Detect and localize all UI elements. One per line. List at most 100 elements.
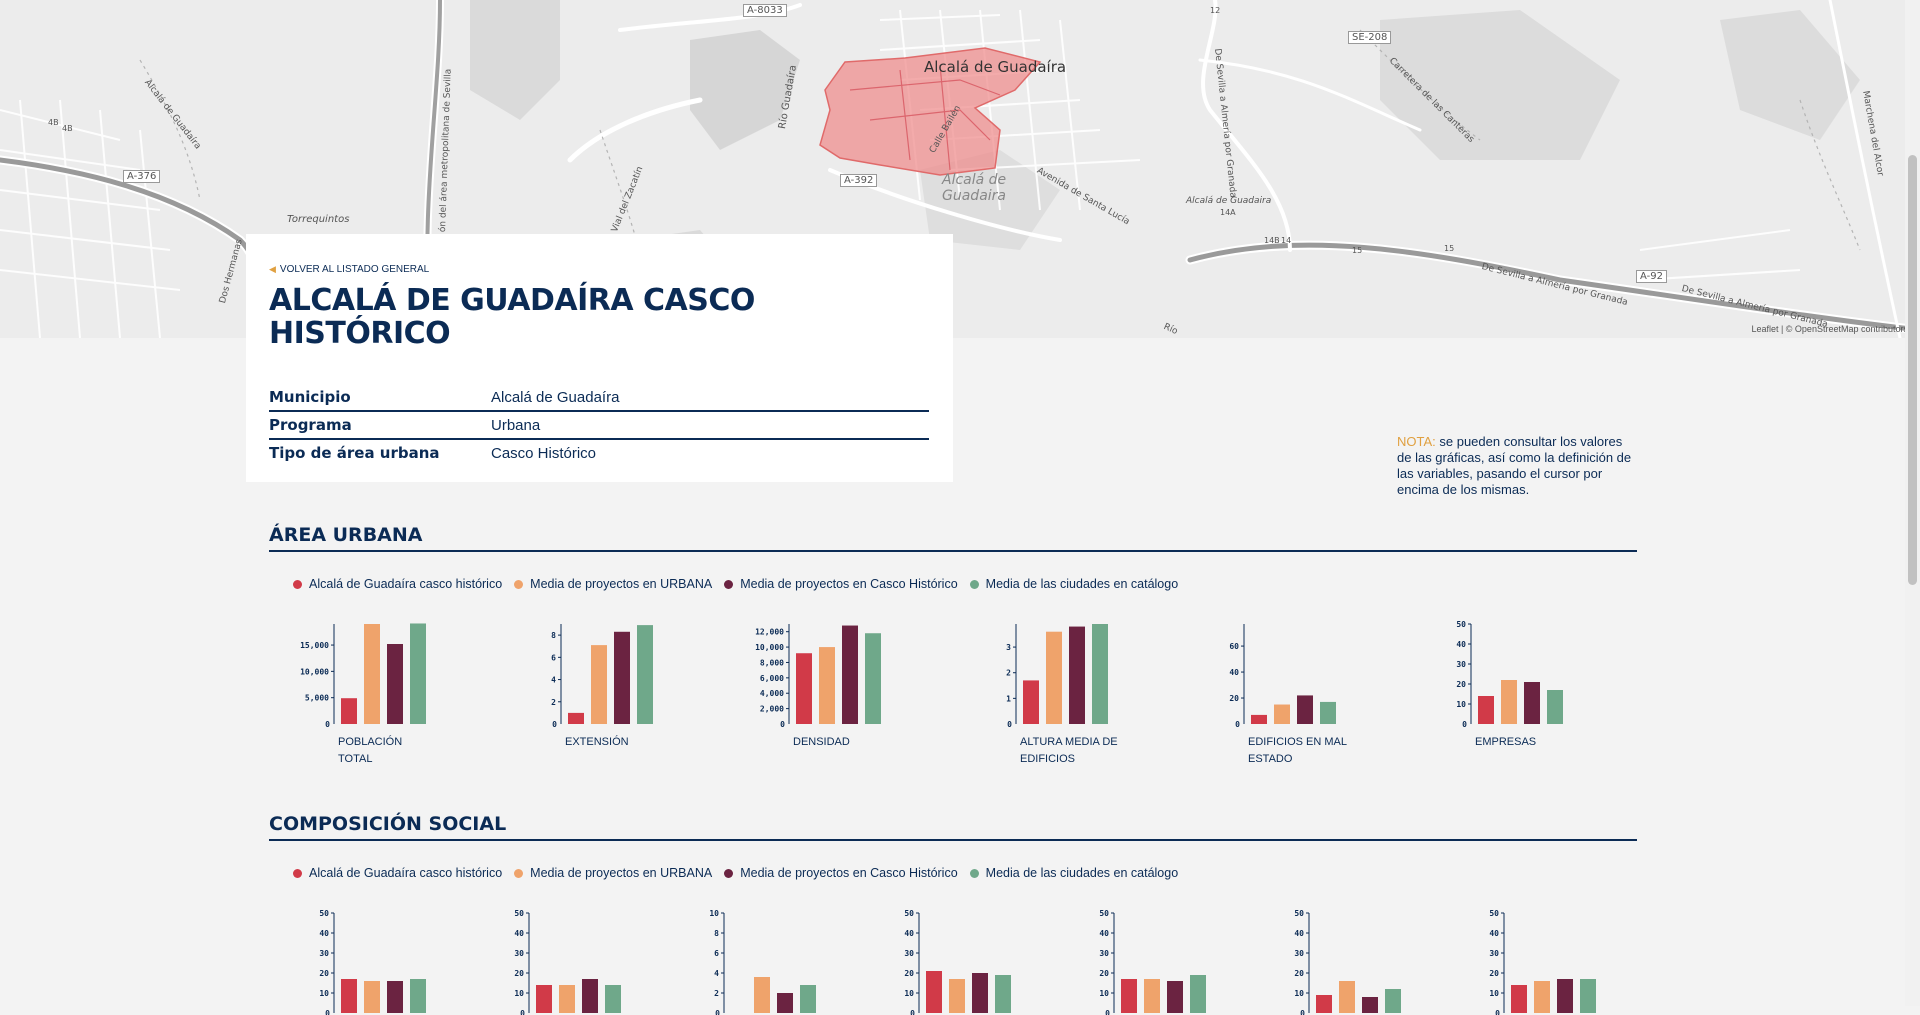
- chart-bar[interactable]: [1534, 981, 1550, 1013]
- bar-chart-svg[interactable]: 0 2 4 6 8: [517, 624, 653, 729]
- chart-social-5[interactable]: 0 10 20 30 40 50: [1070, 909, 1206, 1015]
- chart-bar[interactable]: [1339, 981, 1355, 1013]
- chart-edificios-mal-estado[interactable]: 0 20 40 60 EDIFICIOS EN MAL ESTADO: [1200, 624, 1348, 768]
- scrollbar[interactable]: [1905, 0, 1920, 1006]
- chart-bar[interactable]: [1023, 680, 1039, 724]
- bar-chart-svg[interactable]: 0 20 40 60: [1200, 624, 1336, 729]
- chart-bar[interactable]: [865, 633, 881, 724]
- chart-social-2[interactable]: 0 10 20 30 40 50: [485, 909, 621, 1015]
- chart-bar[interactable]: [1046, 631, 1062, 724]
- chart-bar[interactable]: [341, 698, 357, 724]
- legend-item[interactable]: Media de las ciudades en catálogo: [969, 866, 1178, 880]
- map-canvas[interactable]: [0, 0, 1920, 338]
- chart-bar[interactable]: [1478, 696, 1494, 724]
- bar-chart-svg[interactable]: 0 10 20 30 40 50: [1460, 909, 1596, 1015]
- y-tick-label: 0: [910, 1009, 915, 1015]
- chart-social-1[interactable]: 0 10 20 30 40 50: [290, 909, 426, 1015]
- map-attribution[interactable]: Leaflet | © OpenStreetMap contributors: [1751, 324, 1908, 334]
- chart-bar[interactable]: [614, 631, 630, 724]
- chart-bar[interactable]: [949, 979, 965, 1013]
- bar-chart-svg[interactable]: 0 5,000 10,000 15,000: [290, 623, 426, 729]
- chart-bar[interactable]: [410, 979, 426, 1013]
- chart-empresas[interactable]: 0 10 20 30 40 50 EMPRESAS: [1427, 620, 1575, 751]
- legend-item[interactable]: Alcalá de Guadaíra casco histórico: [293, 577, 502, 591]
- chart-bar[interactable]: [591, 645, 607, 724]
- chart-bar[interactable]: [582, 979, 598, 1013]
- chart-social-4[interactable]: 0 10 20 30 40 50: [875, 909, 1011, 1015]
- historic-center-highlight[interactable]: [819, 47, 1042, 176]
- chart-bar[interactable]: [1557, 979, 1573, 1013]
- bar-chart-svg[interactable]: 0 10 20 30 40 50: [1265, 909, 1401, 1015]
- chart-social-3[interactable]: 0 2 4 6 8 10: [680, 909, 816, 1015]
- chart-bar[interactable]: [637, 625, 653, 724]
- chart-bar[interactable]: [568, 712, 584, 724]
- chart-bar[interactable]: [1385, 989, 1401, 1013]
- chart-bar[interactable]: [1362, 997, 1378, 1013]
- bar-chart-svg[interactable]: 0 10 20 30 40 50: [485, 909, 621, 1015]
- chart-bar[interactable]: [754, 977, 770, 1013]
- legend-item[interactable]: Alcalá de Guadaíra casco histórico: [293, 866, 502, 880]
- chart-bar[interactable]: [1316, 995, 1332, 1013]
- chart-bar[interactable]: [1580, 979, 1596, 1013]
- chart-bar[interactable]: [1167, 981, 1183, 1013]
- chart-bar[interactable]: [1320, 701, 1336, 724]
- chart-bar[interactable]: [1524, 682, 1540, 724]
- chart-densidad[interactable]: 0 2,000 4,000 6,000 8,000 10,000 12,000 DENSIDA…: [745, 624, 893, 751]
- map-label-alcala-exit: Alcalá de Guadaira: [1186, 196, 1272, 206]
- back-to-list-link[interactable]: ◀ VOLVER AL LISTADO GENERAL: [269, 264, 429, 275]
- bar-chart-svg[interactable]: 0 10 20 30 40 50: [1070, 909, 1206, 1015]
- chart-bar[interactable]: [364, 624, 380, 724]
- chart-bar[interactable]: [1511, 985, 1527, 1013]
- map[interactable]: Alcalá de Guadaíra Alcalá de Guadaira A-…: [0, 0, 1920, 338]
- chart-bar[interactable]: [777, 993, 793, 1013]
- chart-bar[interactable]: [995, 975, 1011, 1013]
- chart-bar[interactable]: [1190, 975, 1206, 1013]
- chart-bar[interactable]: [341, 979, 357, 1013]
- chart-bar[interactable]: [972, 973, 988, 1013]
- chart-bar[interactable]: [1069, 626, 1085, 724]
- chart-bar[interactable]: [1297, 695, 1313, 724]
- chart-social-7[interactable]: 0 10 20 30 40 50: [1460, 909, 1596, 1015]
- chart-bar[interactable]: [926, 971, 942, 1013]
- legend-item[interactable]: Media de proyectos en Casco Histórico: [724, 577, 958, 591]
- chart-social-6[interactable]: 0 10 20 30 40 50: [1265, 909, 1401, 1015]
- chart-bar[interactable]: [605, 985, 621, 1013]
- bar-chart-svg[interactable]: 0 10 20 30 40 50: [290, 909, 426, 1015]
- chart-bar[interactable]: [1251, 714, 1267, 724]
- chart-bar[interactable]: [819, 647, 835, 724]
- chart-bar[interactable]: [1144, 979, 1160, 1013]
- chart-bar[interactable]: [536, 985, 552, 1013]
- chart-bar[interactable]: [387, 644, 403, 724]
- map-label-alcala-town: Alcalá de Guadaíra: [924, 58, 1067, 76]
- chart-bar[interactable]: [387, 981, 403, 1013]
- chart-bar[interactable]: [842, 625, 858, 724]
- chart-extension[interactable]: 0 2 4 6 8 EXTENSIÓN: [517, 624, 665, 751]
- legend-item[interactable]: Media de proyectos en Casco Histórico: [724, 866, 958, 880]
- y-tick-label: 8,000: [760, 658, 784, 667]
- chart-bar[interactable]: [1274, 704, 1290, 724]
- chart-poblacion-total[interactable]: 0 5,000 10,000 15,000 POBLACIÓN TOTAL: [290, 623, 438, 768]
- chart-bar[interactable]: [1092, 624, 1108, 724]
- y-tick-label: 50: [1099, 909, 1109, 918]
- chart-bar[interactable]: [559, 985, 575, 1013]
- legend-item[interactable]: Media de las ciudades en catálogo: [969, 577, 1178, 591]
- chart-bar[interactable]: [796, 653, 812, 724]
- chart-bar[interactable]: [1501, 680, 1517, 724]
- bar-chart-svg[interactable]: 0 1 2 3: [972, 624, 1108, 729]
- legend-composicion-social: Alcalá de Guadaíra casco histórico Media…: [293, 866, 1178, 880]
- chart-bar[interactable]: [1121, 979, 1137, 1013]
- legend-dot-icon: [724, 579, 734, 589]
- chart-altura-media[interactable]: 0 1 2 3 ALTURA MEDIA DE EDIFICIOS: [972, 624, 1120, 768]
- chart-bar[interactable]: [364, 981, 380, 1013]
- bar-chart-svg[interactable]: 0 2 4 6 8 10: [680, 909, 816, 1015]
- bar-chart-svg[interactable]: 0 2,000 4,000 6,000 8,000 10,000 12,000: [745, 624, 881, 729]
- chart-bar[interactable]: [410, 623, 426, 724]
- scrollbar-thumb[interactable]: [1908, 155, 1917, 585]
- chart-bar[interactable]: [800, 985, 816, 1013]
- bar-chart-svg[interactable]: 0 10 20 30 40 50: [1427, 620, 1563, 729]
- legend-item[interactable]: Media de proyectos en URBANA: [514, 866, 712, 880]
- bar-chart-svg[interactable]: 0 10 20 30 40 50: [875, 909, 1011, 1015]
- legend-item[interactable]: Media de proyectos en URBANA: [514, 577, 712, 591]
- y-tick-label: 1: [1006, 694, 1011, 703]
- chart-bar[interactable]: [1547, 690, 1563, 724]
